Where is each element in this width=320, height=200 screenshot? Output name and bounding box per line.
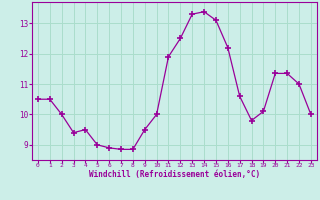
- X-axis label: Windchill (Refroidissement éolien,°C): Windchill (Refroidissement éolien,°C): [89, 170, 260, 179]
